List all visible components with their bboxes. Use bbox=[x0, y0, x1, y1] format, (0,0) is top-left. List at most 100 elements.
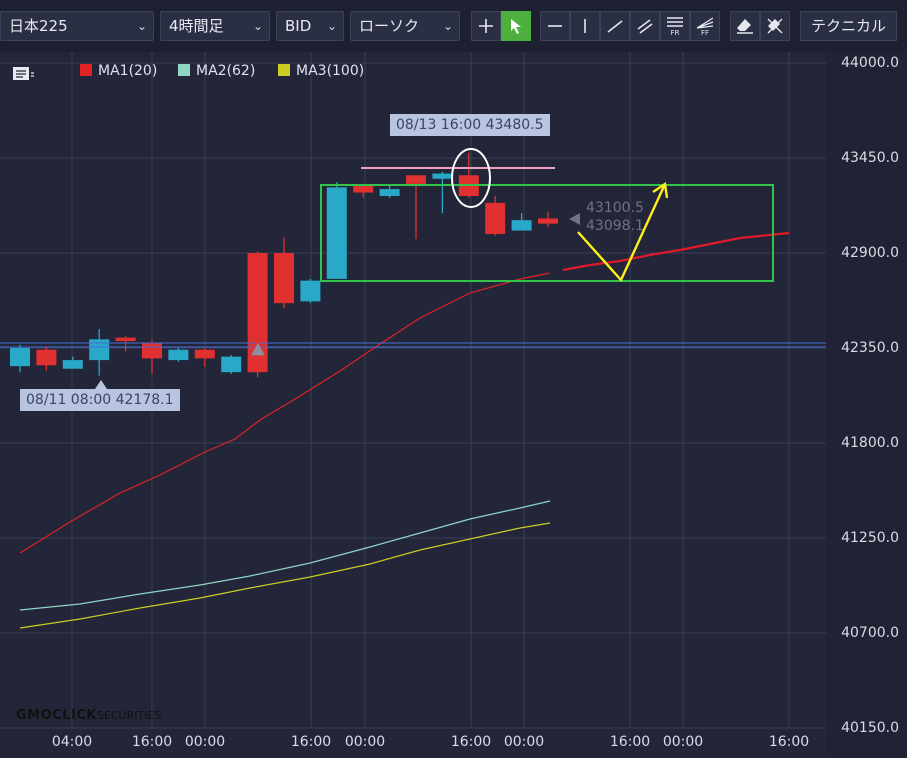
candle bbox=[458, 152, 479, 198]
x-tick-label: 16:00 bbox=[450, 734, 492, 750]
x-tick-label: 16:00 bbox=[609, 734, 651, 750]
signal-triangle-icon bbox=[248, 339, 268, 357]
y-tick-label: 41250.0 bbox=[841, 530, 899, 546]
chart-type-select[interactable]: ローソク ⌄ bbox=[350, 11, 460, 41]
ma2-line bbox=[19, 500, 551, 611]
fibonacci-retracement-icon: FR bbox=[667, 17, 683, 37]
fibonacci-fan-icon: FF bbox=[696, 17, 714, 37]
y-tick-label: 43450.0 bbox=[841, 150, 899, 166]
candle bbox=[538, 211, 558, 228]
chart-type-label: ローソク bbox=[359, 17, 420, 35]
candle-body bbox=[221, 356, 242, 373]
candle-body bbox=[353, 185, 374, 193]
vertical-line-icon bbox=[584, 19, 586, 33]
candle-body bbox=[115, 337, 136, 342]
candle-body bbox=[300, 280, 321, 302]
legend-swatch bbox=[80, 64, 92, 76]
toolbar: 日本225 ⌄ 4時間足 ⌄ BID ⌄ ローソク ⌄ FR FF bbox=[0, 0, 907, 52]
candle bbox=[432, 171, 453, 214]
fibonacci-retracement-tool-button[interactable]: FR bbox=[660, 11, 690, 41]
ma1-line bbox=[19, 272, 551, 554]
eraser-icon bbox=[737, 19, 753, 34]
x-tick-label: 04:00 bbox=[51, 734, 93, 750]
candle bbox=[10, 344, 30, 373]
pointer-tool-button[interactable] bbox=[501, 11, 531, 41]
legend-swatch bbox=[278, 64, 290, 76]
ff-label: FF bbox=[701, 29, 709, 37]
candle bbox=[379, 183, 400, 198]
candle bbox=[36, 346, 57, 371]
channel-icon bbox=[637, 19, 653, 34]
watermark-sub: SECURITIES bbox=[96, 709, 162, 722]
current-price-label-1: 43100.5 bbox=[586, 200, 644, 216]
chevron-down-icon: ⌄ bbox=[136, 19, 147, 33]
trend-line-tool-button[interactable] bbox=[600, 11, 630, 41]
chevron-down-icon: ⌄ bbox=[252, 19, 263, 33]
candlesticks bbox=[10, 152, 558, 378]
candle-body bbox=[36, 349, 57, 366]
range-box-drawing bbox=[320, 184, 774, 282]
candle-body bbox=[10, 348, 30, 367]
candle-body bbox=[538, 218, 558, 224]
candle bbox=[326, 182, 347, 279]
y-tick-label: 40150.0 bbox=[841, 720, 899, 736]
crosshair-tool-button[interactable] bbox=[471, 11, 501, 41]
highlight-circle-drawing bbox=[451, 148, 491, 208]
timeframe-label: 4時間足 bbox=[169, 17, 224, 35]
vertical-line-tool-button[interactable] bbox=[570, 11, 600, 41]
candle-body bbox=[247, 253, 268, 373]
candle-body bbox=[274, 253, 294, 304]
pointer-icon bbox=[511, 19, 521, 34]
timeframe-select[interactable]: 4時間足 ⌄ bbox=[160, 11, 270, 41]
legend-item-ma1[interactable]: MA1(20) bbox=[80, 63, 157, 79]
channel-tool-button[interactable] bbox=[630, 11, 660, 41]
watermark-brand: GMOCLICK bbox=[16, 708, 97, 723]
candle-body bbox=[511, 220, 532, 231]
legend-item-ma2[interactable]: MA2(62) bbox=[178, 63, 255, 79]
comment-toggle-icon[interactable] bbox=[12, 66, 34, 84]
delete-all-icon bbox=[767, 18, 783, 34]
forecast-arrow-drawing bbox=[577, 183, 667, 283]
candle-body bbox=[379, 189, 400, 196]
legend-item-ma3[interactable]: MA3(100) bbox=[278, 63, 364, 79]
candle bbox=[221, 354, 242, 374]
brand-watermark: GMOCLICKSECURITIES bbox=[16, 708, 161, 723]
crosshair-icon bbox=[479, 19, 493, 33]
x-tick-label: 00:00 bbox=[662, 734, 704, 750]
candle-body bbox=[194, 349, 215, 359]
price-type-label: BID bbox=[285, 17, 312, 35]
candle-body bbox=[168, 349, 189, 361]
x-tick-label: 00:00 bbox=[184, 734, 226, 750]
price-axis[interactable] bbox=[826, 52, 907, 758]
candle-body bbox=[406, 175, 426, 184]
candle bbox=[274, 237, 294, 309]
trend-line-icon bbox=[607, 20, 623, 33]
symbol-select[interactable]: 日本225 ⌄ bbox=[0, 11, 154, 41]
y-tick-label: 44000.0 bbox=[841, 55, 899, 71]
candle bbox=[62, 356, 83, 369]
candle bbox=[142, 339, 162, 374]
fibonacci-fan-tool-button[interactable]: FF bbox=[690, 11, 720, 41]
candle-body bbox=[485, 202, 506, 234]
ma3-line bbox=[19, 522, 551, 629]
fr-label: FR bbox=[671, 29, 680, 37]
candle bbox=[247, 251, 268, 378]
y-tick-label: 42900.0 bbox=[841, 245, 899, 261]
low-tag-pointer-icon bbox=[95, 380, 107, 389]
price-type-select[interactable]: BID ⌄ bbox=[276, 11, 344, 41]
x-tick-label: 00:00 bbox=[503, 734, 545, 750]
candle bbox=[89, 329, 110, 376]
high-price-tag: 08/13 16:00 43480.5 bbox=[390, 114, 550, 136]
ma1-projection-line bbox=[562, 231, 790, 272]
eraser-tool-button[interactable] bbox=[730, 11, 760, 41]
current-price-label-2: 43098.1 bbox=[586, 218, 644, 234]
chevron-down-icon: ⌄ bbox=[326, 19, 337, 33]
technical-button[interactable]: テクニカル bbox=[800, 11, 897, 41]
horizontal-line-tool-button[interactable] bbox=[540, 11, 570, 41]
symbol-label: 日本225 bbox=[9, 17, 68, 35]
candle-body bbox=[62, 360, 83, 369]
candle-body bbox=[89, 339, 110, 361]
delete-all-tool-button[interactable] bbox=[760, 11, 790, 41]
candle bbox=[115, 335, 136, 352]
candle bbox=[353, 183, 374, 198]
